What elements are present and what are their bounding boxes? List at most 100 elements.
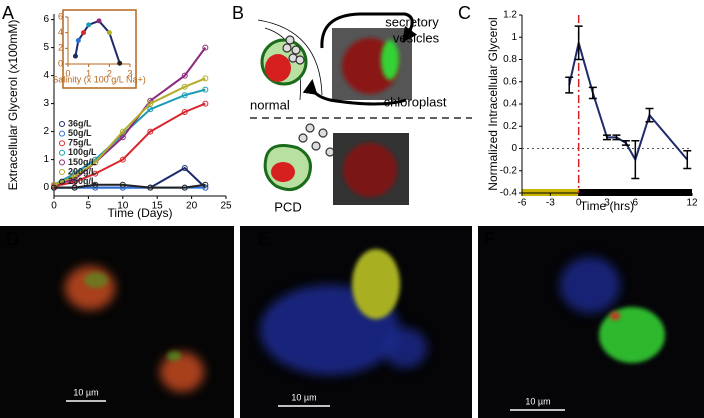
y-tick-label: 4 (43, 70, 49, 81)
x-axis-label: Salinity (x 100 g/L Na+) (52, 74, 145, 84)
scale-label: 10 µm (525, 396, 550, 406)
y-tick-label: 1.2 (503, 10, 517, 21)
y-tick-label: 1 (43, 154, 49, 165)
marker (147, 100, 154, 107)
cell-image (167, 351, 181, 361)
x-tick-label: 6 (633, 198, 639, 209)
x-tick-label: 15 (152, 201, 164, 212)
legend-label: 100g/L (68, 147, 97, 157)
y-tick-label: 0 (43, 182, 49, 193)
arrow (302, 79, 407, 106)
cell-image (352, 249, 400, 319)
y-tick-label: 2 (58, 43, 63, 53)
cell-image (610, 312, 620, 320)
x-tick-label: 25 (220, 201, 232, 212)
vesicles (282, 35, 305, 65)
marker (71, 173, 78, 180)
marker (92, 181, 99, 188)
series-line (54, 183, 206, 189)
panel-label: D (6, 229, 19, 249)
legend-label: 150g/L (68, 157, 97, 167)
x-tick-label: 0 (65, 68, 70, 78)
marker (181, 72, 188, 79)
marker (106, 30, 112, 36)
y-tick-label: 4 (58, 27, 63, 37)
x-tick-label: 0 (51, 201, 57, 212)
y-tick-label: 0 (58, 58, 63, 68)
marker (86, 22, 92, 28)
x-tick-label: 1 (86, 68, 91, 78)
marker (92, 159, 99, 166)
marker (181, 83, 188, 90)
legend-label: 36g/L (68, 118, 92, 128)
diagram-label: secretory (385, 14, 439, 29)
panel-label: B (232, 3, 244, 23)
x-axis-label: Time (hrs) (580, 199, 634, 213)
y-axis-label: Extracellular Glycerol (x100mM) (6, 20, 20, 191)
marker (81, 30, 86, 36)
error-bar (603, 134, 611, 141)
error-bar (683, 149, 692, 170)
diagram-label: vesicles (393, 30, 440, 45)
marker (202, 86, 209, 93)
y-tick-label: 0.2 (503, 121, 517, 132)
legend-marker (59, 121, 65, 127)
panel-label: F (484, 229, 495, 249)
panel-label: A (2, 3, 14, 23)
error-bar (621, 139, 630, 146)
micrograph-d: 10 µm (0, 226, 234, 418)
marker (147, 128, 154, 135)
panel-label: E (258, 229, 270, 249)
arrow (320, 12, 418, 49)
legend-marker (59, 130, 65, 137)
y-tick-label: 6 (58, 11, 63, 21)
marker (202, 100, 209, 107)
cell-image (84, 272, 108, 288)
marker (51, 184, 57, 191)
panel-label: C (458, 3, 471, 23)
error-bar (588, 86, 597, 100)
cell-image (381, 40, 399, 80)
y-axis-label: Normalized Intracellular Glycerol (486, 17, 500, 190)
cell-image (383, 328, 427, 368)
marker (92, 170, 99, 177)
chloroplast-shape (271, 162, 295, 182)
error-bar (631, 139, 640, 180)
legend-marker (59, 140, 65, 147)
y-tick-label: 0.6 (503, 76, 517, 87)
x-tick-label: 2 (107, 68, 112, 78)
x-tick-label: 0 (576, 198, 582, 209)
marker (181, 109, 188, 115)
legend-label: 75g/L (68, 138, 92, 148)
cell-wall (257, 19, 323, 96)
vesicles (298, 123, 335, 157)
y-tick-label: 1 (511, 32, 517, 43)
x-tick-label: 3 (604, 198, 610, 209)
marker (181, 165, 188, 171)
marker (96, 18, 102, 24)
x-tick-label: 20 (186, 201, 198, 212)
x-tick-label: -6 (518, 198, 527, 209)
marker (119, 128, 126, 135)
x-axis-label: Time (Days) (108, 206, 173, 220)
x-tick-label: 5 (86, 201, 92, 212)
micrograph-f: 10 µm (478, 226, 704, 418)
y-tick-label: 6 (43, 14, 49, 25)
y-tick-label: -0.4 (500, 188, 518, 199)
error-bar (645, 107, 654, 123)
legend-marker (59, 178, 65, 185)
x-tick-label: 10 (117, 201, 129, 212)
cell-image (160, 352, 204, 392)
chloroplast-shape (265, 54, 291, 82)
error-bar (612, 134, 621, 141)
marker (71, 184, 78, 191)
cell-image (343, 143, 397, 197)
legend-label: 50g/L (68, 128, 92, 138)
error-bar (565, 76, 574, 94)
micrograph-e: 10 µm (240, 226, 472, 418)
legend-marker (59, 149, 65, 156)
marker (181, 184, 188, 191)
diagram-label: chloroplast (384, 94, 447, 109)
legend-marker (59, 159, 65, 166)
y-tick-label: 5 (43, 42, 49, 53)
